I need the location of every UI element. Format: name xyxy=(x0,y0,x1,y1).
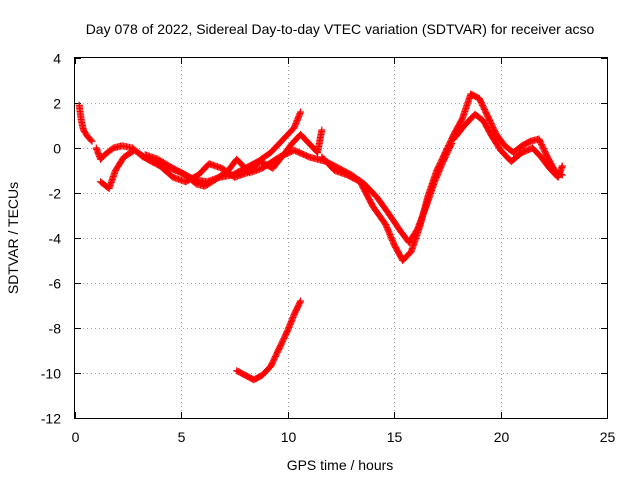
y-tick-labels: -12 -10 -8 -6 -4 -2 0 2 4 xyxy=(41,51,61,427)
data-point xyxy=(297,108,305,116)
y-tick-label: 2 xyxy=(53,96,61,112)
series-track-1 xyxy=(75,101,96,145)
y-axis-label: SDTVAR / TECUs xyxy=(5,182,21,294)
x-tick-labels: 0 5 10 15 20 25 xyxy=(72,429,616,445)
y-tick-label: -10 xyxy=(41,366,61,382)
series-track-5 xyxy=(318,90,566,264)
data-point xyxy=(296,298,304,306)
data-point xyxy=(558,162,566,170)
y-tick-label: 4 xyxy=(53,51,61,67)
series-track-7 xyxy=(233,297,305,384)
y-tick-label: 0 xyxy=(53,141,61,157)
y-tick-label: -12 xyxy=(41,411,61,427)
data-marks xyxy=(75,90,566,384)
x-tick-label: 20 xyxy=(494,429,510,445)
grid-lines xyxy=(75,58,607,418)
data-point xyxy=(88,137,96,145)
x-tick-label: 15 xyxy=(387,429,403,445)
y-tick-label: -6 xyxy=(49,276,62,292)
y-tick-label: -2 xyxy=(49,186,62,202)
series-track-6 xyxy=(450,110,566,181)
data-point xyxy=(87,136,95,144)
y-tick-label: -8 xyxy=(49,321,62,337)
x-tick-label: 0 xyxy=(72,429,80,445)
plot-frame xyxy=(74,57,608,419)
x-tick-label: 10 xyxy=(281,429,297,445)
data-point xyxy=(318,126,326,134)
chart-title: Day 078 of 2022, Sidereal Day-to-day VTE… xyxy=(86,21,595,37)
x-axis-label: GPS time / hours xyxy=(287,457,394,473)
x-tick-label: 5 xyxy=(178,429,186,445)
data-point xyxy=(297,297,305,305)
x-tick-label: 25 xyxy=(600,429,616,445)
y-tick-label: -4 xyxy=(49,231,62,247)
